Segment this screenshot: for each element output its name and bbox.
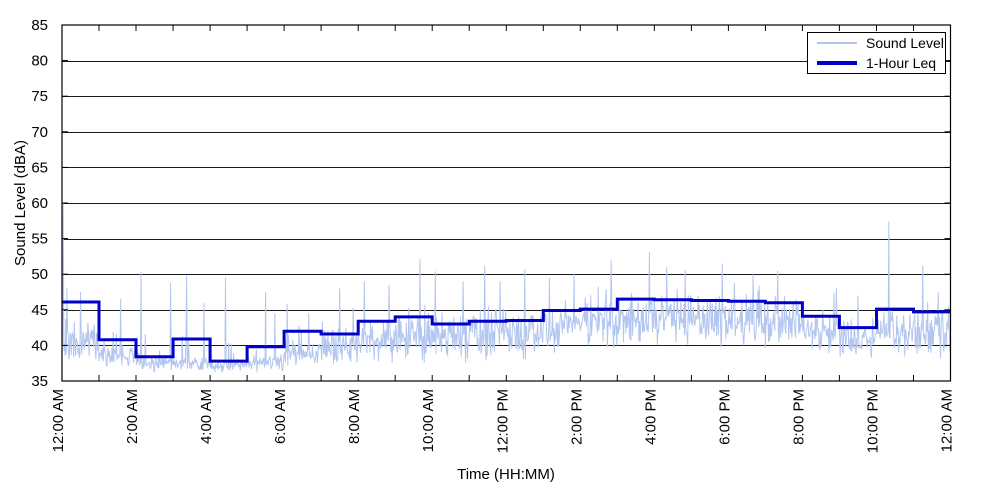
x-tick-label: 12:00 AM bbox=[939, 389, 956, 452]
y-tick-label: 50 bbox=[31, 266, 48, 283]
x-tick-label: 12:00 PM bbox=[494, 389, 511, 453]
y-tick-label: 65 bbox=[31, 159, 48, 176]
plot-border-and-ticks bbox=[61, 24, 952, 382]
leq-line-swatch bbox=[817, 61, 857, 65]
sound-level-trace bbox=[61, 202, 951, 373]
x-tick-label: 8:00 AM bbox=[346, 389, 363, 444]
y-tick-label: 45 bbox=[31, 302, 48, 319]
y-tick-label: 75 bbox=[31, 88, 48, 105]
x-axis-title: Time (HH:MM) bbox=[457, 466, 555, 483]
x-tick-label: 8:00 PM bbox=[790, 389, 807, 445]
x-tick-label: 10:00 AM bbox=[420, 389, 437, 452]
x-tick-labels: 12:00 AM 2:00 AM 4:00 AM 6:00 AM 8:00 AM 10:0… bbox=[50, 389, 956, 453]
y-tick-label: 40 bbox=[31, 337, 48, 354]
x-tick-label: 6:00 PM bbox=[716, 389, 733, 445]
y-tick-label: 70 bbox=[31, 124, 48, 141]
y-tick-label: 60 bbox=[31, 195, 48, 212]
legend-label-sound-level: Sound Level bbox=[866, 35, 944, 51]
y-tick-label: 35 bbox=[31, 373, 48, 390]
legend-label-leq: 1-Hour Leq bbox=[866, 55, 937, 71]
legend-row-leq: 1-Hour Leq bbox=[808, 55, 945, 72]
legend-row-sound-level: Sound Level bbox=[808, 35, 945, 52]
sound-level-line-swatch bbox=[817, 42, 857, 44]
x-tick-label: 10:00 PM bbox=[865, 389, 882, 453]
x-tick-label: 6:00 AM bbox=[272, 389, 289, 444]
leq-step-path bbox=[62, 297, 951, 363]
y-tick-label: 85 bbox=[31, 17, 48, 34]
x-tick-label: 4:00 AM bbox=[198, 389, 215, 444]
y-tick-labels: 35 40 45 50 55 60 65 70 75 80 85 bbox=[31, 17, 48, 390]
x-tick-label: 2:00 PM bbox=[568, 389, 585, 445]
y-gridlines bbox=[62, 61, 951, 346]
sound-level-polyline bbox=[61, 202, 951, 373]
y-tick-label: 80 bbox=[31, 53, 48, 70]
y-axis-title: Sound Level (dBA) bbox=[12, 140, 29, 266]
x-tick-label: 4:00 PM bbox=[642, 389, 659, 445]
y-tick-label: 55 bbox=[31, 231, 48, 248]
legend: Sound Level 1-Hour Leq bbox=[807, 32, 946, 74]
leq-step-line bbox=[62, 297, 951, 363]
x-tick-label: 12:00 AM bbox=[50, 389, 67, 452]
x-tick-label: 2:00 AM bbox=[124, 389, 141, 444]
